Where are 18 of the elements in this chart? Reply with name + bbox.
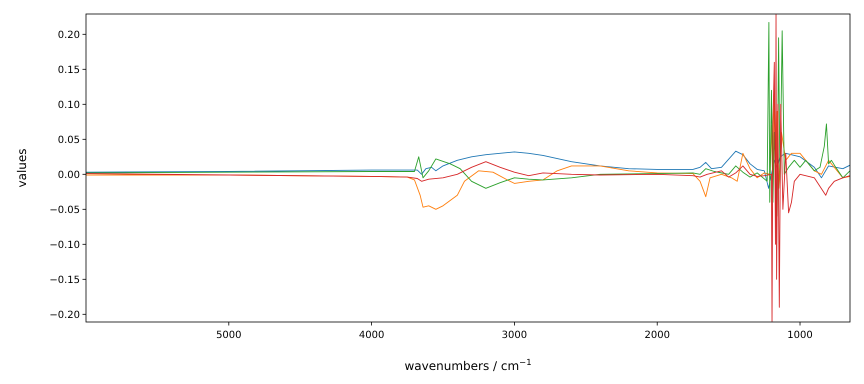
y-axis-title: values (15, 148, 29, 188)
y-tick-label: 0.05 (58, 134, 80, 146)
y-tick-label: 0.00 (58, 170, 80, 181)
x-tick-label: 3000 (502, 330, 528, 341)
y-tick-label: −0.10 (49, 240, 80, 251)
line-series (86, 14, 850, 322)
y-tick-label: −0.05 (49, 204, 80, 216)
y-tick-label: −0.20 (49, 310, 80, 321)
y-tick-label: 0.10 (58, 100, 80, 111)
y-tick-label: −0.15 (49, 274, 80, 286)
y-tick-label: 0.20 (58, 30, 80, 41)
x-axis-title: wavenumbers / cm$^{−1}$ (404, 357, 532, 373)
x-tick-label: 4000 (358, 330, 384, 341)
y-tick-label: 0.15 (58, 64, 80, 76)
line-series (86, 150, 850, 189)
x-tick-label: 5000 (216, 330, 242, 341)
x-tick-label: 1000 (787, 330, 813, 341)
x-tick-label: 2000 (644, 330, 670, 341)
